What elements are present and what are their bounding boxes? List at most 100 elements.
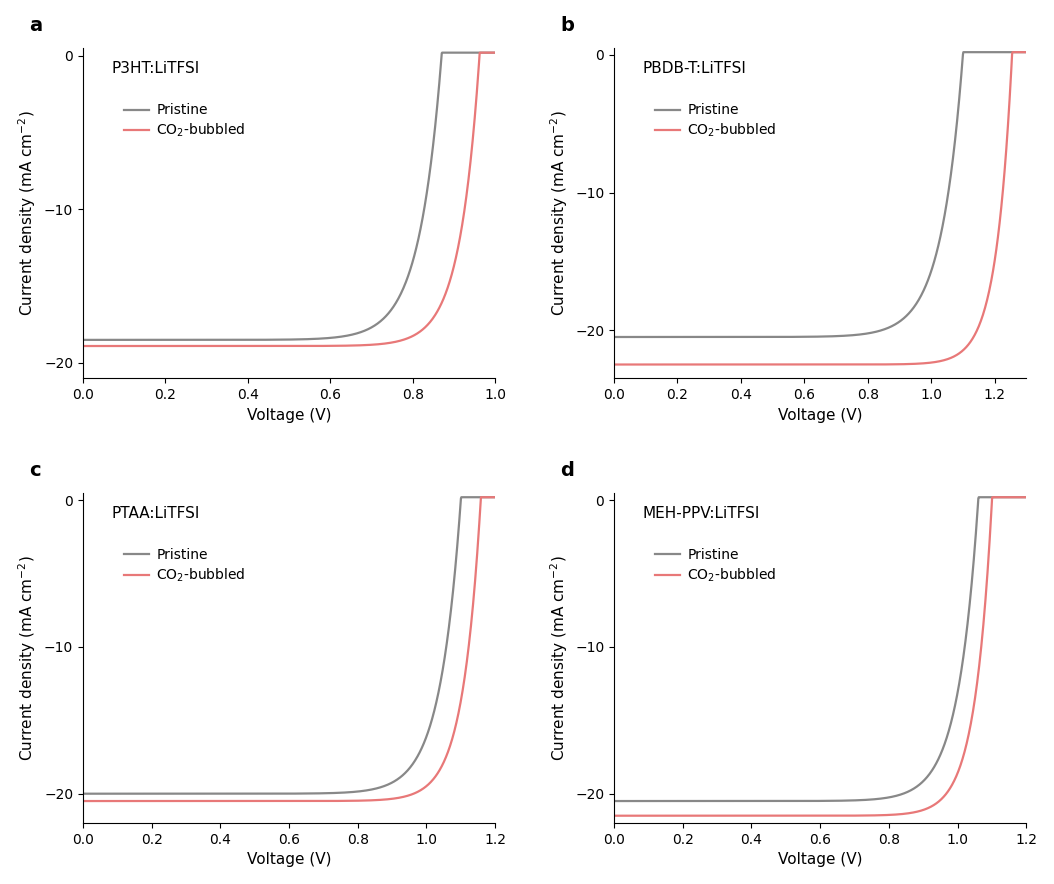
Line: CO$_2$-bubbled: CO$_2$-bubbled [83,497,500,801]
Line: Pristine: Pristine [614,52,1031,337]
Text: P3HT:LiTFSI: P3HT:LiTFSI [112,61,200,76]
Pristine [455,492,468,502]
CO$_2$-bubbled [363,339,375,350]
Pristine [245,334,257,345]
CO$_2$-bubbled [260,796,273,806]
Pristine [1024,492,1037,502]
X-axis label: Voltage (V): Voltage (V) [778,408,862,423]
CO$_2$-bubbled [894,809,906,819]
Pristine [77,789,90,799]
Line: Pristine: Pristine [614,497,1031,801]
Text: a: a [30,16,42,34]
Y-axis label: Current density (mA cm$^{-2}$): Current density (mA cm$^{-2}$) [548,110,569,316]
Text: PTAA:LiTFSI: PTAA:LiTFSI [112,506,200,521]
CO$_2$-bubbled [409,788,422,798]
Pristine [792,332,804,342]
CO$_2$-bubbled [776,811,788,821]
Pristine [933,239,945,249]
CO$_2$-bubbled [792,811,804,821]
Legend: Pristine, CO$_2$-bubbled: Pristine, CO$_2$-bubbled [650,543,782,590]
CO$_2$-bubbled [1024,492,1037,502]
CO$_2$-bubbled [608,811,621,821]
CO$_2$-bubbled [776,359,788,370]
Pristine [260,334,273,345]
X-axis label: Voltage (V): Voltage (V) [247,852,331,867]
CO$_2$-bubbled [1007,47,1019,57]
Line: CO$_2$-bubbled: CO$_2$-bubbled [614,497,1031,816]
Pristine [608,332,621,342]
Pristine [402,766,414,776]
CO$_2$-bubbled [402,333,414,344]
Legend: Pristine, CO$_2$-bubbled: Pristine, CO$_2$-bubbled [119,543,251,590]
CO$_2$-bubbled [792,359,804,370]
CO$_2$-bubbled [260,340,273,351]
Pristine [119,789,132,799]
Pristine [776,796,788,806]
Pristine [493,48,506,58]
Text: MEH-PPV:LiTFSI: MEH-PPV:LiTFSI [643,506,760,521]
Pristine [1024,47,1037,57]
CO$_2$-bubbled [119,796,132,806]
CO$_2$-bubbled [608,359,621,370]
CO$_2$-bubbled [119,340,132,351]
Pristine [957,47,970,57]
CO$_2$-bubbled [933,796,945,807]
CO$_2$-bubbled [650,359,663,370]
Pristine [260,789,273,799]
CO$_2$-bubbled [894,359,906,370]
CO$_2$-bubbled [474,48,487,58]
CO$_2$-bubbled [402,790,414,801]
CO$_2$-bubbled [940,354,953,365]
CO$_2$-bubbled [493,492,506,502]
CO$_2$-bubbled [245,340,257,351]
Pristine [608,796,621,806]
Pristine [119,334,132,345]
Pristine [940,734,953,744]
Text: b: b [561,16,574,34]
CO$_2$-bubbled [650,811,663,821]
Pristine [409,755,422,766]
Legend: Pristine, CO$_2$-bubbled: Pristine, CO$_2$-bubbled [119,98,251,145]
CO$_2$-bubbled [493,48,506,58]
Line: CO$_2$-bubbled: CO$_2$-bubbled [83,53,500,346]
Pristine [776,332,788,342]
CO$_2$-bubbled [1024,47,1037,57]
CO$_2$-bubbled [77,796,90,806]
Pristine [402,272,414,283]
Legend: Pristine, CO$_2$-bubbled: Pristine, CO$_2$-bubbled [650,98,782,145]
Pristine [894,316,906,326]
Pristine [894,789,906,800]
Pristine [363,324,375,334]
Pristine [436,48,449,58]
X-axis label: Voltage (V): Voltage (V) [247,408,331,423]
Pristine [650,332,663,342]
Pristine [409,248,422,258]
CO$_2$-bubbled [987,492,999,502]
Line: Pristine: Pristine [83,497,500,794]
CO$_2$-bubbled [933,356,945,367]
Pristine [973,492,985,502]
Pristine [933,753,945,764]
Pristine [940,201,953,211]
Pristine [77,334,90,345]
Text: c: c [30,461,41,480]
CO$_2$-bubbled [409,330,422,340]
Y-axis label: Current density (mA cm$^{-2}$): Current density (mA cm$^{-2}$) [17,555,38,761]
Y-axis label: Current density (mA cm$^{-2}$): Current density (mA cm$^{-2}$) [17,110,38,316]
Pristine [650,796,663,806]
CO$_2$-bubbled [77,340,90,351]
CO$_2$-bubbled [474,492,487,502]
Text: d: d [561,461,574,480]
Pristine [792,796,804,806]
Text: PBDB-T:LiTFSI: PBDB-T:LiTFSI [643,61,747,76]
Pristine [493,492,506,502]
Line: Pristine: Pristine [83,53,500,339]
CO$_2$-bubbled [940,789,953,799]
X-axis label: Voltage (V): Voltage (V) [778,852,862,867]
CO$_2$-bubbled [363,795,375,805]
Pristine [363,785,375,796]
Line: CO$_2$-bubbled: CO$_2$-bubbled [614,52,1031,364]
Pristine [245,789,257,799]
Y-axis label: Current density (mA cm$^{-2}$): Current density (mA cm$^{-2}$) [548,555,569,761]
CO$_2$-bubbled [245,796,257,806]
